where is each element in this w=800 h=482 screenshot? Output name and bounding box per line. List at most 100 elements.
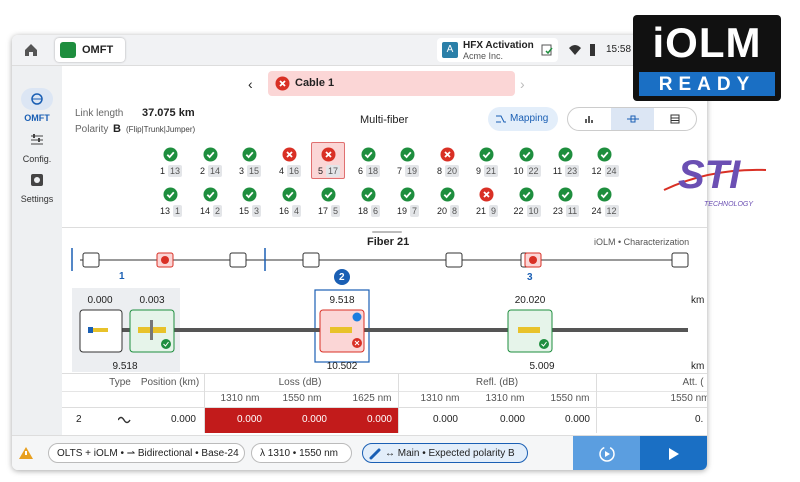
fiber-id: 16 [278,206,289,216]
cable-pill[interactable]: Cable 1 [268,71,515,96]
fiber-id: 8 [436,166,442,176]
polarity-value: B [113,123,121,135]
fail-icon[interactable] [282,147,297,162]
pass-icon[interactable] [321,187,336,202]
event-position: 0.003 [139,295,165,306]
status-icon [242,187,257,202]
wavelength-chip[interactable]: λ 1310 • 1550 nm [251,443,352,463]
column-subheader: 1310 nm [485,393,525,404]
fiber-pair: 18 [366,165,381,177]
pass-icon[interactable] [282,187,297,202]
fiber-label: 19 7 [392,205,424,217]
sidebar-item[interactable]: Config. [22,154,52,164]
event-position: 20.020 [514,295,546,306]
pass-icon[interactable] [440,187,455,202]
status-icon [282,147,297,162]
pass-icon[interactable] [400,147,415,162]
pass-icon[interactable] [519,187,534,202]
event-position: 0.000 [87,295,113,306]
status-icon [163,147,178,162]
drag-handle[interactable] [372,231,402,233]
column-header: Type [109,377,131,388]
sync-button[interactable] [573,436,640,470]
col-sep [204,373,205,433]
fiber-pair: 2 [213,205,223,217]
table-view-icon[interactable] [670,114,680,124]
table-cell: 2 [76,414,82,425]
home-icon[interactable] [24,43,38,57]
col-sep [596,373,597,433]
fiber-label: 7 19 [392,165,424,177]
view-toggle[interactable] [567,107,697,131]
start-button[interactable] [640,436,707,470]
pass-icon[interactable] [203,187,218,202]
pass-icon[interactable] [242,187,257,202]
pass-icon[interactable] [558,147,573,162]
config-chip[interactable]: OLTS + iOLM • ⇀ Bidirectional • Base-24 [48,443,245,463]
selected-event-marker [334,269,350,285]
sidebar-item[interactable]: Settings [20,194,54,204]
next-button[interactable]: › [520,76,525,92]
fiber-id: 18 [357,206,368,216]
status-icon [203,147,218,162]
pass-icon[interactable] [479,147,494,162]
sync-icon [599,446,615,462]
fiber-label: 9 21 [471,165,503,177]
table-cell: 0.000 [366,414,392,425]
fiber-id: 17 [317,206,328,216]
fiber-id: 21 [475,206,486,216]
pass-icon[interactable] [597,187,612,202]
fiber-pair: 17 [326,165,341,177]
status-icon [597,147,612,162]
status-icon [242,147,257,162]
pass-icon[interactable] [242,147,257,162]
pass-icon[interactable] [400,187,415,202]
mapping-button[interactable]: Mapping [488,107,558,131]
fiber-id: 14 [199,206,210,216]
logo-subtitle: TECHNOLOGY [704,201,754,208]
clock: 15:58 [606,44,632,55]
fiber-label: 6 18 [353,165,385,177]
app-tab[interactable]: OMFT [55,38,125,62]
app-window: OMFT A HFX Activation Acme Inc. 15:58 OM… [12,35,707,470]
account[interactable]: A HFX Activation Acme Inc. [437,38,558,62]
fiber-label: 13 1 [155,205,187,217]
fiber-pair: 5 [331,205,341,217]
mapping-icon [496,115,506,123]
fiber-pair: 9 [489,205,499,217]
fiber-pair: 4 [292,205,302,217]
pass-icon[interactable] [519,147,534,162]
table-border [62,391,707,392]
polarity-chip[interactable]: ↔ Main • Expected polarity B [362,443,528,463]
status-icon [282,187,297,202]
fiber-id: 4 [278,166,284,176]
fiber-pair: 15 [247,165,262,177]
fiber-pair: 8 [450,205,460,217]
fiber-pair: 23 [565,165,580,177]
overview-label: 3 [527,272,533,283]
fiber-pair: 22 [526,165,541,177]
status-icon [400,187,415,202]
link-view-icon[interactable] [627,114,639,124]
pass-icon[interactable] [361,147,376,162]
link-icon [369,448,381,460]
pass-icon[interactable] [361,187,376,202]
fiber-id: 15 [238,206,249,216]
table-cell: 0.000 [301,414,327,425]
pass-icon[interactable] [597,147,612,162]
fiber-label: 23 11 [550,205,582,217]
sidebar-item[interactable]: OMFT [24,113,50,123]
chart-view-icon[interactable] [584,114,594,124]
pass-icon[interactable] [203,147,218,162]
settings-icon [31,174,43,186]
fail-icon[interactable] [440,147,455,162]
pass-icon[interactable] [163,147,178,162]
prev-button[interactable]: ‹ [248,76,253,92]
pass-icon[interactable] [558,187,573,202]
overview-label: 2 [339,272,345,283]
chip-text: Bidirectional • Base-24 [137,448,239,459]
fail-icon[interactable] [479,187,494,202]
fiber-id: 20 [436,206,447,216]
fail-icon[interactable] [321,147,336,162]
pass-icon[interactable] [163,187,178,202]
